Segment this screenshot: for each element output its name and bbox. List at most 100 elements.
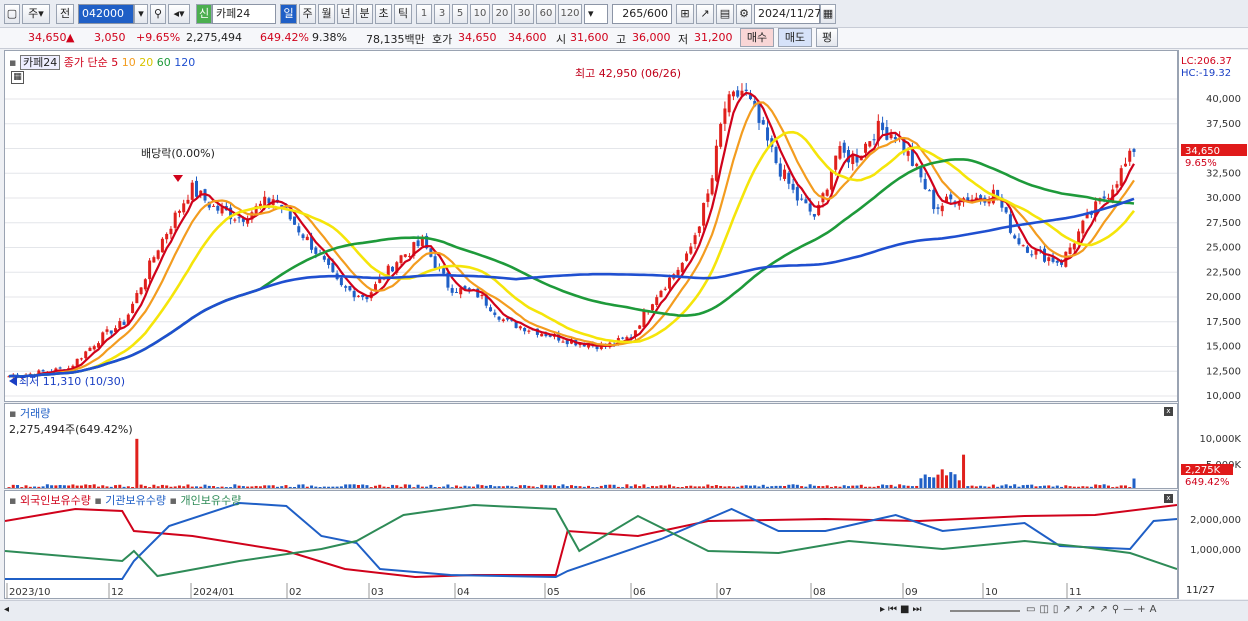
volume-bar <box>118 484 122 488</box>
candle-body <box>1106 197 1110 199</box>
period-tick-button[interactable]: 틱 <box>394 4 412 24</box>
turnover-rate: 9.38% <box>312 31 347 44</box>
count-30[interactable]: 30 <box>514 4 534 24</box>
candle-body <box>7 376 11 378</box>
volume-bar <box>936 474 940 488</box>
count-20[interactable]: 20 <box>492 4 512 24</box>
x-label-6: 05 <box>547 587 560 598</box>
price-chart[interactable]: 최고 42,950 (06/26) 최저 11,310 (10/30) 배당락(0.… <box>5 51 1177 401</box>
new-badge[interactable]: 신 <box>196 4 212 24</box>
close-icon[interactable]: x <box>1164 407 1173 416</box>
volume-bar <box>761 484 765 488</box>
legend-individual: 개인보유수량 <box>180 494 242 507</box>
candle-body <box>173 212 177 228</box>
tool-icons[interactable]: ▭◫▯↗↗↗↗⚲—+A <box>1026 604 1161 615</box>
volume-bar <box>608 484 612 488</box>
count-60[interactable]: 60 <box>536 4 556 24</box>
volume-bar <box>1115 486 1119 488</box>
candle-body <box>808 203 812 212</box>
buy-button[interactable]: 매수 <box>740 28 774 47</box>
count-1[interactable]: 1 <box>416 4 432 24</box>
count-5[interactable]: 5 <box>452 4 468 24</box>
zoom-icon[interactable]: ⊞ <box>676 4 694 24</box>
candle-body <box>702 202 706 226</box>
code-dropdown-icon[interactable]: ▾ <box>134 4 148 24</box>
candle-body <box>902 138 906 153</box>
holding-panel[interactable]: ▪ 외국인보유수량 ▪ 기관보유수량 ▪ 개인보유수량 x <box>4 490 1178 584</box>
volume-bar <box>403 484 407 488</box>
volume-panel[interactable]: ▪ 거래량 2,275,494주(649.42%) x <box>4 403 1178 489</box>
period-week-button[interactable]: 주 <box>299 4 316 24</box>
nav-buttons[interactable]: ▸⏮■⏭ <box>880 604 925 615</box>
calendar-icon[interactable]: ▦ <box>820 4 836 24</box>
candle-body <box>1111 189 1115 201</box>
zoom-slider[interactable] <box>950 610 1020 612</box>
volume-bar <box>676 486 680 488</box>
table-icon[interactable]: ▦ <box>11 71 24 84</box>
volume-bar <box>518 485 522 488</box>
trade-amount: 78,135백만 <box>366 33 425 46</box>
candle-body <box>1119 168 1123 186</box>
period-day-button[interactable]: 일 <box>280 4 297 24</box>
volume-bar <box>616 486 620 488</box>
candle-body <box>420 238 424 246</box>
volume-bar <box>339 486 343 488</box>
draw-icon[interactable]: ↗ <box>696 4 714 24</box>
print-icon[interactable]: ▤ <box>716 4 734 24</box>
stock-name-field[interactable]: 카페24 <box>212 4 276 24</box>
candle-body <box>587 344 591 348</box>
count-dropdown[interactable]: ▾ <box>584 4 608 24</box>
volume-bar <box>514 486 518 488</box>
hold-tick-0: 2,000,000 <box>1190 515 1241 526</box>
period-second-button[interactable]: 초 <box>375 4 392 24</box>
period-month-button[interactable]: 월 <box>318 4 335 24</box>
volume-bar <box>629 486 633 488</box>
close-icon[interactable]: x <box>1164 494 1173 503</box>
period-year-button[interactable]: 년 <box>337 4 354 24</box>
candle-body <box>484 295 488 306</box>
volume-bar <box>740 485 744 488</box>
volume-bar <box>842 485 846 488</box>
volume-bar <box>783 486 787 488</box>
volume-bar <box>748 485 752 488</box>
search-icon[interactable]: ⚲ <box>150 4 166 24</box>
high-annotation: 최고 42,950 (06/26) <box>575 67 681 80</box>
candle-body <box>748 94 752 100</box>
volume-bar <box>199 486 203 488</box>
volume-bar <box>314 486 318 488</box>
count-10[interactable]: 10 <box>470 4 490 24</box>
candle-body <box>800 198 804 200</box>
avg-button[interactable]: 평 <box>816 28 838 47</box>
market-select[interactable]: 주▾ <box>22 4 50 24</box>
scroll-left-icon[interactable]: ◂ <box>4 604 10 615</box>
period-minute-button[interactable]: 분 <box>356 4 373 24</box>
volume-bar <box>356 484 360 488</box>
candle-body <box>1004 207 1008 213</box>
volume-chart[interactable] <box>5 404 1177 488</box>
speaker-icon[interactable]: ◂▾ <box>168 4 190 24</box>
sell-button[interactable]: 매도 <box>778 28 812 47</box>
count-120[interactable]: 120 <box>558 4 582 24</box>
price-chart-panel[interactable]: 최고 42,950 (06/26) 최저 11,310 (10/30) 배당락(0.… <box>4 50 1178 402</box>
high-price: 36,000 <box>632 31 671 44</box>
volume-bar <box>471 486 475 488</box>
volume-bar <box>489 485 493 488</box>
candle-body <box>957 203 961 206</box>
candle-body <box>757 104 761 123</box>
candle-body <box>480 294 484 297</box>
candle-body <box>135 293 139 304</box>
candle-body <box>433 256 437 268</box>
date-field[interactable]: 2024/11/27 <box>754 4 821 24</box>
holding-chart[interactable] <box>4 491 1178 583</box>
legend-ma10: 10 <box>121 56 136 69</box>
prev-button[interactable]: 전 <box>56 4 74 24</box>
stock-code-input[interactable]: 042000 <box>78 4 134 24</box>
volume-bar <box>552 485 556 488</box>
range-field[interactable]: 265/600 <box>612 4 672 24</box>
window-icon[interactable]: ▢ <box>4 4 20 24</box>
gear-icon[interactable]: ⚙ <box>736 4 752 24</box>
candle-body <box>1055 260 1059 263</box>
count-3[interactable]: 3 <box>434 4 450 24</box>
volume-bar <box>1030 484 1034 488</box>
price-tick-11: 12,500 <box>1206 366 1241 377</box>
